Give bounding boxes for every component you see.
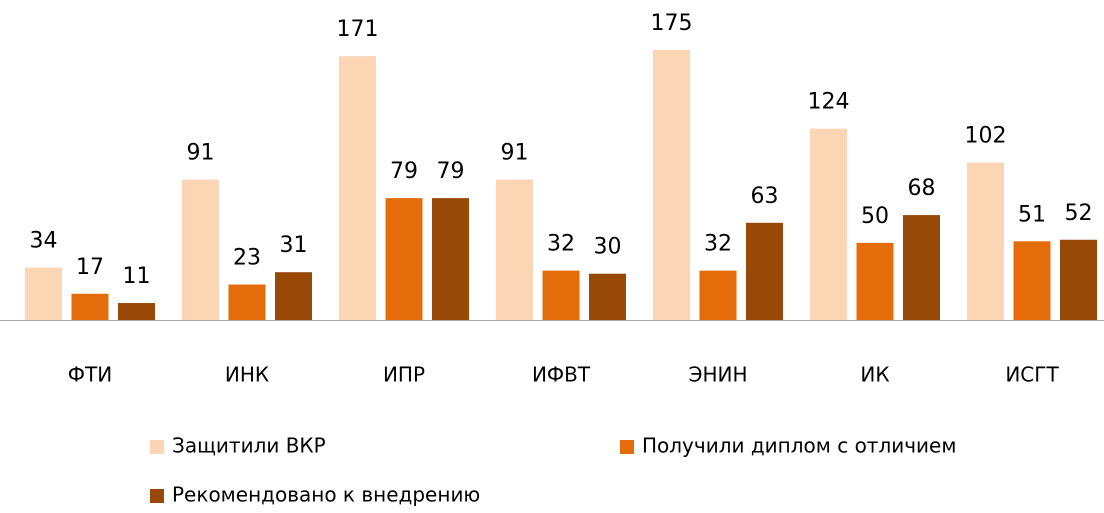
legend-swatch bbox=[150, 489, 164, 503]
legend-swatch bbox=[150, 440, 164, 454]
x-tick-label: ЭНИН bbox=[688, 363, 747, 387]
data-label: 91 bbox=[187, 141, 215, 166]
data-label: 79 bbox=[437, 159, 465, 184]
data-label: 23 bbox=[233, 246, 261, 271]
bar bbox=[1060, 239, 1097, 320]
data-label: 175 bbox=[651, 11, 693, 36]
data-label: 63 bbox=[751, 184, 779, 209]
bar bbox=[496, 179, 533, 320]
bar bbox=[967, 162, 1004, 320]
legend-swatch bbox=[620, 440, 634, 454]
bar bbox=[1013, 241, 1051, 320]
data-label: 102 bbox=[965, 124, 1007, 149]
bar bbox=[385, 198, 423, 320]
data-label: 32 bbox=[704, 232, 732, 257]
bar bbox=[746, 222, 783, 320]
data-label: 91 bbox=[501, 141, 529, 166]
bar bbox=[903, 215, 940, 320]
data-label: 51 bbox=[1018, 202, 1046, 227]
bar bbox=[275, 272, 312, 320]
x-tick-label: ИНК bbox=[225, 363, 269, 387]
data-label: 11 bbox=[123, 264, 151, 289]
data-label: 32 bbox=[547, 232, 575, 257]
data-label: 68 bbox=[908, 176, 936, 201]
x-tick-label: ИПР bbox=[383, 363, 425, 387]
x-tick-label: ИК bbox=[860, 363, 889, 387]
x-tick-label: ФТИ bbox=[68, 363, 112, 387]
data-label: 30 bbox=[594, 235, 622, 260]
bar bbox=[810, 128, 847, 320]
bar bbox=[699, 270, 737, 320]
bar bbox=[118, 303, 155, 320]
bar bbox=[589, 273, 626, 320]
legend-label: Защитили ВКР bbox=[172, 434, 326, 458]
data-label: 171 bbox=[337, 17, 379, 42]
bar bbox=[542, 270, 580, 320]
bar bbox=[71, 293, 109, 320]
x-tick-label: ИСГТ bbox=[1005, 363, 1059, 387]
legend-label: Рекомендовано к внедрению bbox=[172, 483, 480, 507]
data-label: 17 bbox=[76, 255, 104, 280]
bar bbox=[228, 284, 266, 320]
data-label: 34 bbox=[30, 229, 58, 254]
bar bbox=[25, 267, 62, 320]
bar bbox=[856, 242, 894, 320]
bar bbox=[432, 198, 469, 320]
x-tick-label: ИФВТ bbox=[532, 363, 591, 387]
legend-label: Получили диплом с отличием bbox=[642, 434, 956, 458]
bar bbox=[339, 56, 376, 321]
data-label: 79 bbox=[390, 159, 418, 184]
bar bbox=[653, 50, 690, 320]
data-label: 50 bbox=[861, 204, 889, 229]
bar bbox=[182, 179, 219, 320]
data-label: 31 bbox=[280, 233, 308, 258]
data-label: 52 bbox=[1065, 201, 1093, 226]
data-label: 124 bbox=[808, 90, 850, 115]
